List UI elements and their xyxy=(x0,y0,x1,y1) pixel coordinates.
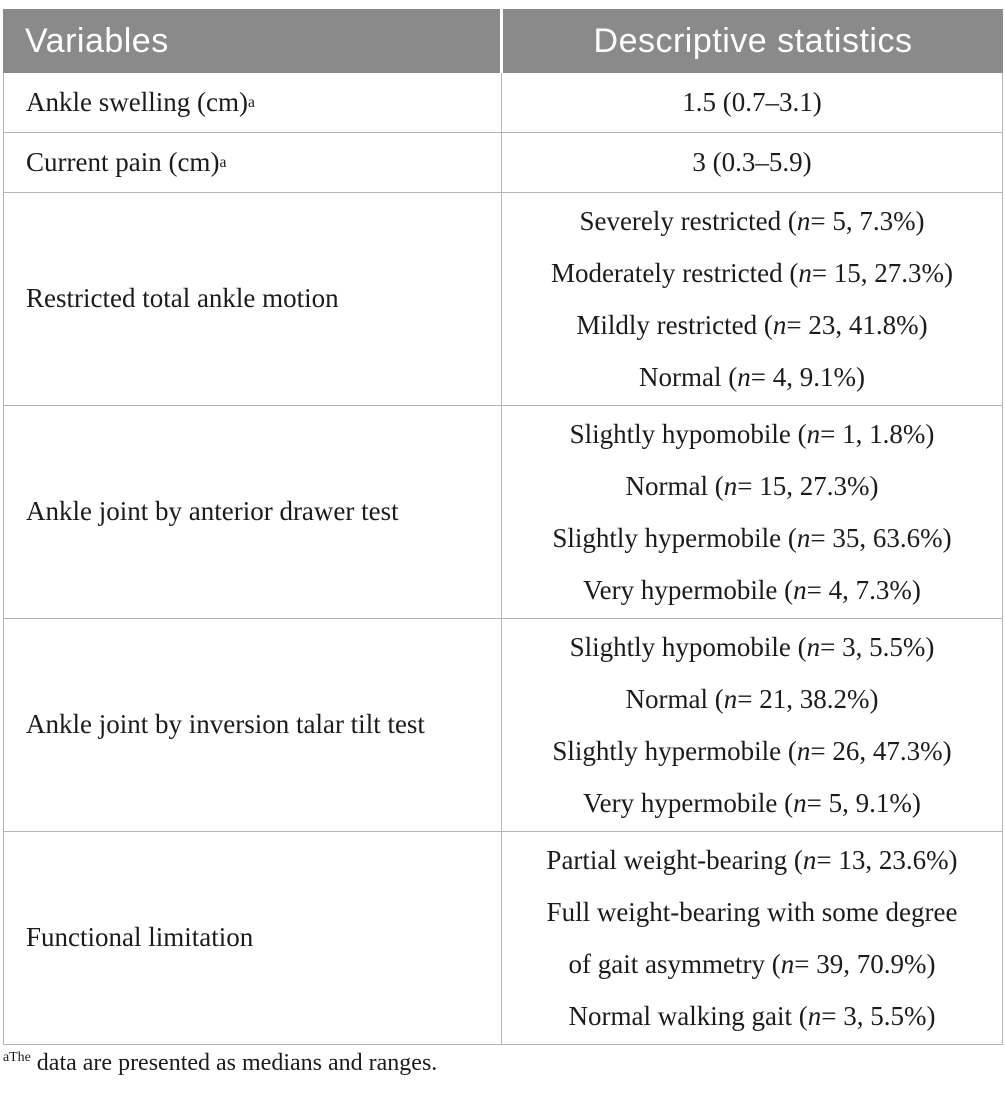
statistic-line: Slightly hypermobile (n = 35, 63.6%) xyxy=(552,522,952,553)
table-row: Ankle joint by anterior drawer test Sligh… xyxy=(4,405,1002,618)
statistic-line: Slightly hypomobile (n = 1, 1.8%) xyxy=(569,418,935,449)
variable-cell: Current pain (cm) a xyxy=(26,146,227,177)
statistic-line: Slightly hypomobile (n = 3, 5.5%) xyxy=(569,631,935,662)
variable-cell: Ankle joint by anterior drawer test xyxy=(26,496,399,527)
statistic-line: Normal (n = 15, 27.3%) xyxy=(625,470,879,501)
statistics-cell: Partial weight-bearing (n = 13, 23.6%) Fu… xyxy=(501,832,1002,1044)
statistic-line: Normal (n = 4, 9.1%) xyxy=(639,361,865,392)
statistics-cell: 1.5 (0.7–3.1) xyxy=(501,73,1002,132)
variable-cell: Restricted total ankle motion xyxy=(26,283,339,314)
statistics-cell: 3 (0.3–5.9) xyxy=(501,133,1002,192)
table-row: Ankle joint by inversion talar tilt test… xyxy=(4,618,1002,831)
statistic-line: Normal (n = 21, 38.2%) xyxy=(625,683,879,714)
table-body: Ankle swelling (cm) a 1.5 (0.7–3.1) Current… xyxy=(3,73,1003,1045)
statistics-cell: Slightly hypomobile (n = 1, 1.8%) Normal … xyxy=(501,406,1002,618)
table-row: Ankle swelling (cm) a 1.5 (0.7–3.1) xyxy=(4,73,1002,132)
statistic-line: Severely restricted (n = 5, 7.3%) xyxy=(579,205,925,236)
header-variables: Variables xyxy=(3,9,500,73)
statistic-line: Very hypermobile (n = 5, 9.1%) xyxy=(583,787,921,818)
statistic-line: Normal walking gait (n = 3, 5.5%) xyxy=(568,1000,936,1031)
statistics-cell: Slightly hypomobile (n = 3, 5.5%) Normal … xyxy=(501,619,1002,831)
table-header-row: Variables Descriptive statistics xyxy=(3,9,1003,73)
table-footnote: aThe data are presented as medians and r… xyxy=(3,1050,438,1076)
statistic-line: Very hypermobile (n = 4, 7.3%) xyxy=(583,574,921,605)
table-row: Functional limitation Partial weight-bear… xyxy=(4,831,1002,1044)
statistic-line: 3 (0.3–5.9) xyxy=(692,147,812,177)
header-descriptive-statistics: Descriptive statistics xyxy=(503,9,1003,73)
variable-cell: Ankle swelling (cm) a xyxy=(26,86,255,117)
statistics-cell: Severely restricted (n = 5, 7.3%) Moderat… xyxy=(501,193,1002,405)
table-row: Restricted total ankle motion Severely re… xyxy=(4,192,1002,405)
statistic-line: 1.5 (0.7–3.1) xyxy=(682,87,822,117)
header-descriptive-statistics-label: Descriptive statistics xyxy=(593,21,913,60)
statistic-line: Moderately restricted (n = 15, 27.3%) xyxy=(550,257,954,288)
variable-cell: Functional limitation xyxy=(26,922,254,953)
header-variables-label: Variables xyxy=(25,21,169,60)
table-row: Current pain (cm) a 3 (0.3–5.9) xyxy=(4,132,1002,192)
statistic-line: Full weight-bearing with some degree xyxy=(546,896,958,927)
variable-cell: Ankle joint by inversion talar tilt test xyxy=(26,709,425,740)
statistic-line: Slightly hypermobile (n = 26, 47.3%) xyxy=(552,735,952,766)
statistic-line: Mildly restricted (n = 23, 41.8%) xyxy=(576,309,928,340)
statistic-line: of gait asymmetry (n = 39, 70.9%) xyxy=(568,948,936,979)
descriptive-statistics-table: Variables Descriptive statistics Ankle s… xyxy=(3,9,1003,1045)
statistic-line: Partial weight-bearing (n = 13, 23.6%) xyxy=(546,844,958,875)
